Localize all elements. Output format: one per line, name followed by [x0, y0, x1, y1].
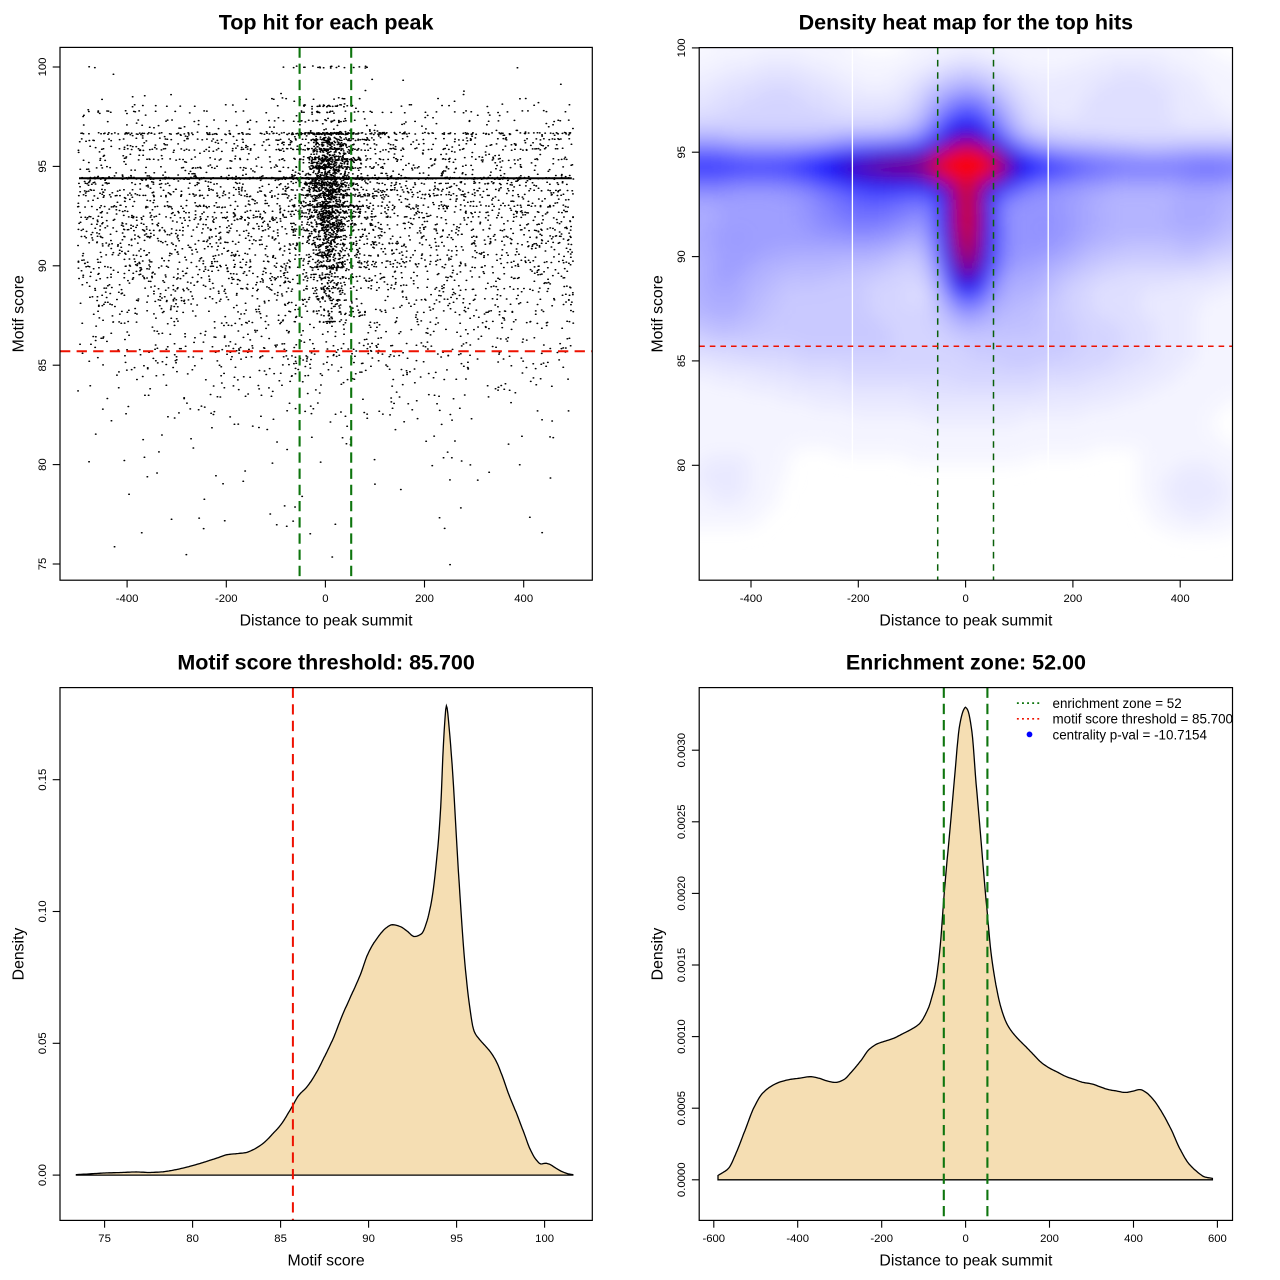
svg-text:90: 90 [676, 250, 688, 263]
svg-text:Distance to peak summit: Distance to peak summit [879, 612, 1053, 629]
svg-text:100: 100 [37, 58, 49, 77]
svg-text:Enrichment zone: 52.00: Enrichment zone: 52.00 [846, 651, 1086, 675]
svg-text:600: 600 [1208, 1233, 1227, 1245]
svg-text:85: 85 [37, 359, 49, 372]
svg-text:Distance to peak summit: Distance to peak summit [879, 1252, 1053, 1269]
svg-text:Distance to peak summit: Distance to peak summit [240, 612, 414, 629]
svg-text:0.10: 0.10 [37, 901, 49, 923]
svg-text:0: 0 [322, 593, 328, 605]
svg-text:95: 95 [37, 160, 49, 173]
svg-text:Motif score: Motif score [11, 275, 28, 352]
svg-text:0.15: 0.15 [37, 769, 49, 791]
svg-text:0: 0 [962, 593, 968, 605]
svg-text:80: 80 [676, 459, 688, 472]
svg-text:-400: -400 [740, 593, 763, 605]
svg-text:200: 200 [1040, 1233, 1059, 1245]
svg-text:Density: Density [11, 928, 28, 981]
svg-text:100: 100 [535, 1233, 554, 1245]
svg-text:90: 90 [362, 1233, 375, 1245]
svg-text:-200: -200 [847, 593, 870, 605]
svg-text:95: 95 [450, 1233, 463, 1245]
svg-text:85: 85 [676, 355, 688, 368]
svg-text:0.05: 0.05 [37, 1032, 49, 1054]
svg-text:Motif score: Motif score [287, 1252, 364, 1269]
svg-text:0.0030: 0.0030 [676, 733, 688, 768]
svg-text:80: 80 [37, 458, 49, 471]
svg-text:75: 75 [98, 1233, 111, 1245]
svg-text:200: 200 [1063, 593, 1082, 605]
svg-text:400: 400 [1124, 1233, 1143, 1245]
svg-text:0.0020: 0.0020 [676, 876, 688, 911]
svg-text:85: 85 [274, 1233, 287, 1245]
svg-text:0.0010: 0.0010 [676, 1019, 688, 1054]
svg-text:-200: -200 [870, 1233, 893, 1245]
svg-text:0: 0 [962, 1233, 968, 1245]
svg-text:0.0000: 0.0000 [676, 1163, 688, 1198]
svg-text:motif score threshold = 85.700: motif score threshold = 85.700 [1053, 712, 1234, 727]
svg-text:-600: -600 [702, 1233, 725, 1245]
svg-text:-400: -400 [116, 593, 139, 605]
svg-text:-200: -200 [215, 593, 238, 605]
svg-text:400: 400 [1171, 593, 1190, 605]
svg-text:enrichment zone = 52: enrichment zone = 52 [1053, 696, 1182, 711]
svg-text:0.0015: 0.0015 [676, 948, 688, 983]
svg-text:-400: -400 [786, 1233, 809, 1245]
svg-text:100: 100 [676, 38, 688, 57]
svg-text:80: 80 [186, 1233, 199, 1245]
svg-text:Top hit for each peak: Top hit for each peak [219, 11, 434, 35]
svg-text:90: 90 [37, 260, 49, 273]
svg-text:200: 200 [415, 593, 434, 605]
svg-text:400: 400 [514, 593, 533, 605]
svg-text:Motif score: Motif score [650, 275, 667, 352]
svg-text:0.0005: 0.0005 [676, 1091, 688, 1126]
svg-text:75: 75 [37, 558, 49, 571]
svg-text:95: 95 [676, 146, 688, 159]
svg-text:0.00: 0.00 [37, 1164, 49, 1186]
svg-text:Density heat map for the top h: Density heat map for the top hits [799, 11, 1134, 35]
svg-text:Density: Density [650, 928, 667, 981]
svg-text:centrality p-val = -10.7154: centrality p-val = -10.7154 [1053, 727, 1208, 742]
svg-text:0.0025: 0.0025 [676, 805, 688, 840]
svg-text:Motif score threshold: 85.700: Motif score threshold: 85.700 [177, 651, 475, 675]
